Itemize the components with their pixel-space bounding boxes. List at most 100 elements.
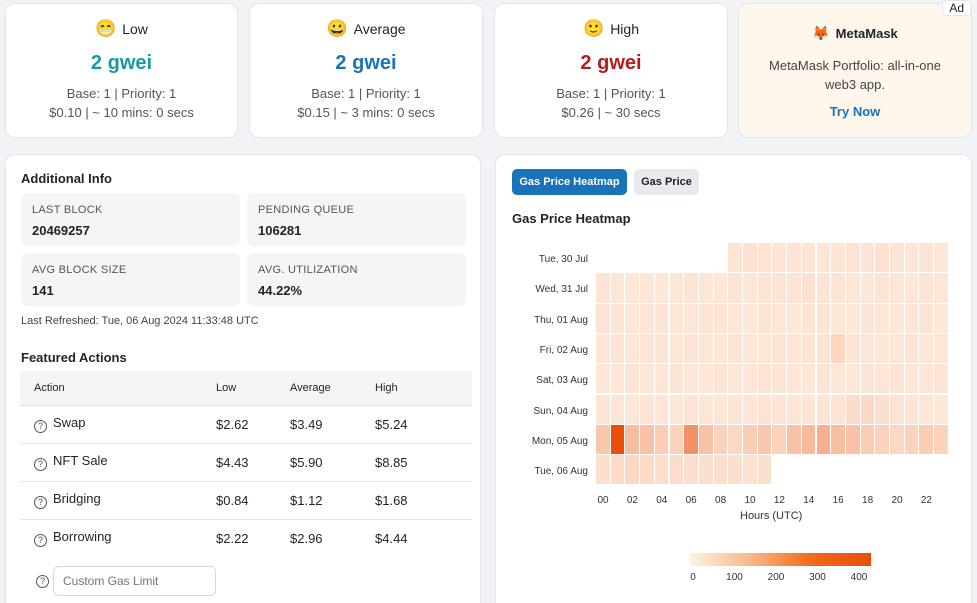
heatmap-cell[interactable] (860, 303, 875, 333)
heatmap-cell[interactable] (816, 243, 831, 273)
heatmap-cell[interactable] (654, 364, 669, 394)
heatmap-cell[interactable] (713, 364, 728, 394)
heatmap-cell[interactable] (816, 273, 831, 303)
heatmap-cell[interactable] (713, 303, 728, 333)
heatmap-cell[interactable] (831, 243, 845, 273)
heatmap-cell[interactable] (772, 424, 787, 455)
heatmap-cell[interactable] (801, 303, 816, 333)
heatmap-cell[interactable] (640, 303, 654, 333)
heatmap-cell[interactable] (698, 364, 713, 394)
heatmap-cell[interactable] (743, 333, 757, 364)
heatmap-cell[interactable] (831, 424, 845, 455)
heatmap-cell[interactable] (728, 364, 742, 394)
heatmap-cell[interactable] (728, 303, 742, 333)
heatmap-cell[interactable] (845, 303, 860, 333)
heatmap-cell[interactable] (654, 333, 669, 364)
heatmap-cell[interactable] (698, 273, 713, 303)
heatmap-cell[interactable] (743, 394, 757, 424)
heatmap-cell[interactable] (596, 303, 610, 333)
heatmap-cell[interactable] (596, 364, 610, 394)
heatmap-cell[interactable] (713, 394, 728, 424)
heatmap-cell[interactable] (610, 303, 625, 333)
heatmap-cell[interactable] (596, 394, 610, 424)
heatmap-cell[interactable] (875, 364, 889, 394)
heatmap-cell[interactable] (831, 333, 845, 364)
heatmap-cell[interactable] (625, 364, 640, 394)
heatmap-cell[interactable] (845, 364, 860, 394)
heatmap-cell[interactable] (625, 273, 640, 303)
heatmap-cell[interactable] (713, 455, 728, 485)
heatmap-cell[interactable] (904, 364, 919, 394)
heatmap-cell[interactable] (875, 424, 889, 455)
heatmap-cell[interactable] (610, 364, 625, 394)
metamask-ad-card[interactable]: Ad 🦊 MetaMask MetaMask Portfolio: all-in… (738, 0, 972, 138)
heatmap-cell[interactable] (845, 243, 860, 273)
heatmap-cell[interactable] (728, 455, 742, 485)
heatmap-cell[interactable] (654, 303, 669, 333)
heatmap-cell[interactable] (728, 333, 742, 364)
heatmap-cell[interactable] (610, 273, 625, 303)
heatmap-cell[interactable] (596, 273, 610, 303)
heatmap-cell[interactable] (787, 424, 801, 455)
heatmap-cell[interactable] (728, 424, 742, 455)
heatmap-cell[interactable] (860, 273, 875, 303)
heatmap-cell[interactable] (934, 273, 948, 303)
heatmap-cell[interactable] (787, 364, 801, 394)
heatmap-cell[interactable] (757, 303, 772, 333)
heatmap-cell[interactable] (684, 364, 698, 394)
heatmap-cell[interactable] (684, 455, 698, 485)
heatmap-cell[interactable] (757, 424, 772, 455)
heatmap-cell[interactable] (625, 303, 640, 333)
heatmap-cell[interactable] (831, 273, 845, 303)
heatmap-cell[interactable] (816, 364, 831, 394)
heatmap-cell[interactable] (860, 394, 875, 424)
heatmap-cell[interactable] (890, 243, 904, 273)
heatmap-cell[interactable] (772, 303, 787, 333)
heatmap-cell[interactable] (875, 273, 889, 303)
heatmap-cell[interactable] (890, 364, 904, 394)
heatmap-cell[interactable] (860, 364, 875, 394)
heatmap-cell[interactable] (904, 424, 919, 455)
heatmap-cell[interactable] (934, 364, 948, 394)
heatmap-cell[interactable] (610, 424, 625, 455)
heatmap-cell[interactable] (728, 394, 742, 424)
heatmap-cell[interactable] (728, 273, 742, 303)
help-icon[interactable]: ? (34, 496, 47, 509)
heatmap-cell[interactable] (757, 333, 772, 364)
heatmap-cell[interactable] (904, 243, 919, 273)
heatmap-cell[interactable] (904, 333, 919, 364)
heatmap-cell[interactable] (743, 303, 757, 333)
heatmap-cell[interactable] (610, 394, 625, 424)
heatmap-cell[interactable] (919, 364, 934, 394)
heatmap-cell[interactable] (684, 333, 698, 364)
tab-gas-price[interactable]: Gas Price (634, 169, 699, 195)
heatmap-cell[interactable] (669, 303, 684, 333)
heatmap-cell[interactable] (801, 364, 816, 394)
heatmap-cell[interactable] (757, 243, 772, 273)
heatmap-cell[interactable] (787, 273, 801, 303)
heatmap-cell[interactable] (640, 394, 654, 424)
heatmap-cell[interactable] (845, 424, 860, 455)
heatmap-cell[interactable] (684, 424, 698, 455)
heatmap-cell[interactable] (772, 273, 787, 303)
heatmap-cell[interactable] (934, 424, 948, 455)
heatmap-cell[interactable] (640, 364, 654, 394)
heatmap-cell[interactable] (787, 303, 801, 333)
help-icon[interactable]: ? (34, 420, 47, 433)
heatmap-cell[interactable] (816, 333, 831, 364)
heatmap-cell[interactable] (669, 333, 684, 364)
heatmap-cell[interactable] (596, 424, 610, 455)
heatmap-cell[interactable] (640, 273, 654, 303)
heatmap-cell[interactable] (625, 455, 640, 485)
heatmap-cell[interactable] (890, 394, 904, 424)
heatmap-cell[interactable] (684, 273, 698, 303)
heatmap-cell[interactable] (654, 455, 669, 485)
heatmap-cell[interactable] (698, 424, 713, 455)
heatmap-cell[interactable] (610, 333, 625, 364)
heatmap-cell[interactable] (919, 394, 934, 424)
heatmap-cell[interactable] (698, 394, 713, 424)
heatmap-cell[interactable] (890, 333, 904, 364)
heatmap-cell[interactable] (831, 364, 845, 394)
heatmap-cell[interactable] (934, 243, 948, 273)
heatmap-cell[interactable] (743, 364, 757, 394)
